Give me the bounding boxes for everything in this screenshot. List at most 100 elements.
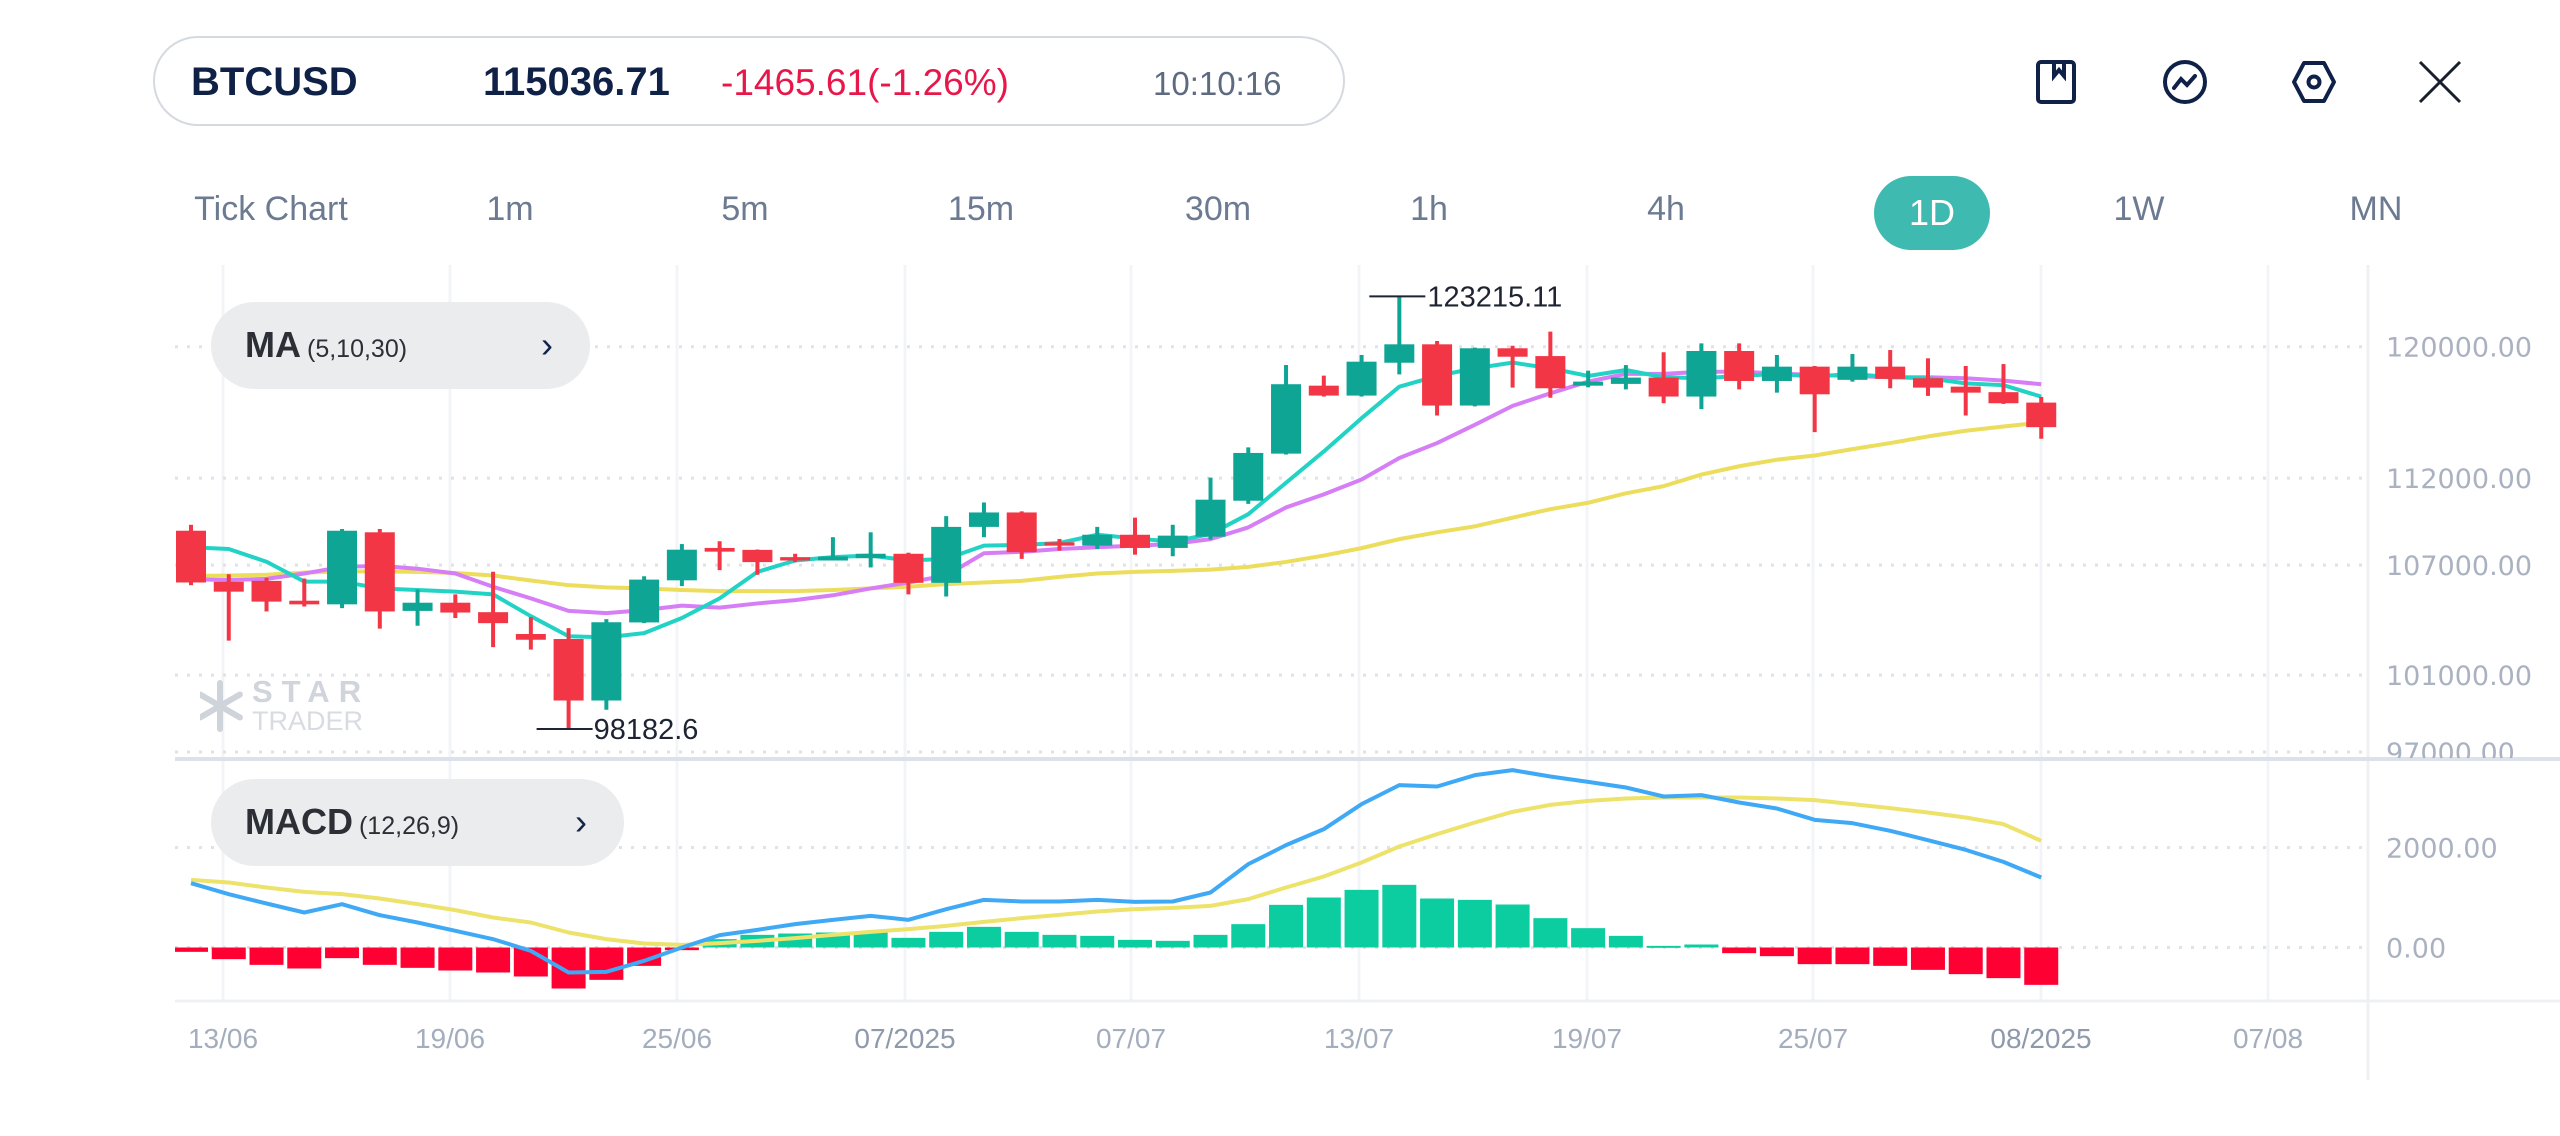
watermark-star: STAR: [252, 674, 371, 709]
candle: [1120, 517, 1150, 555]
last-price: 115036.71: [483, 60, 670, 104]
candle-body: [402, 602, 433, 611]
candle-body: [1195, 499, 1226, 537]
macd-panel: [175, 768, 2059, 989]
macd-histogram-bar: [362, 947, 397, 965]
candle-body: [213, 581, 244, 592]
candle: [968, 502, 999, 538]
candle-body: [931, 526, 962, 583]
candle-body: [1233, 452, 1264, 501]
candle-body: [1384, 344, 1415, 363]
settings-hex-icon[interactable]: [2290, 58, 2338, 106]
candle-body: [2026, 402, 2057, 428]
candle: [402, 589, 433, 626]
macd-histogram-bar: [1344, 889, 1379, 948]
indicator-chart-icon[interactable]: [2161, 58, 2209, 106]
candle: [2026, 396, 2057, 439]
candle: [780, 553, 811, 563]
tab-5m[interactable]: 5m: [721, 190, 769, 228]
close-icon[interactable]: [2416, 58, 2464, 106]
candle: [1686, 343, 1717, 410]
bookmark-icon[interactable]: [2032, 58, 2080, 106]
tab-30m[interactable]: 30m: [1184, 190, 1252, 228]
candle: [515, 617, 546, 650]
candle: [1573, 370, 1604, 388]
ma5-line: [190, 360, 2042, 640]
tab-tick-chart[interactable]: Tick Chart: [194, 190, 348, 228]
macd-indicator-button[interactable]: MACD (12,26,9) ›: [211, 779, 624, 866]
high-annotation: 123215.11: [1369, 281, 1562, 313]
time-tick-label: 19/07: [1552, 1023, 1622, 1054]
macd-histogram-bar: [1797, 947, 1832, 965]
candle-body: [1120, 534, 1150, 548]
tab-1w[interactable]: 1W: [2113, 190, 2165, 228]
tab-mn[interactable]: MN: [2349, 190, 2403, 228]
candle-body: [1875, 366, 1906, 379]
candle: [817, 537, 848, 561]
macd-dif-line: [190, 768, 2043, 975]
candle: [1308, 375, 1339, 397]
candle-body: [289, 600, 320, 605]
candle-body: [591, 622, 622, 701]
tab-4h[interactable]: 4h: [1647, 190, 1685, 228]
candle: [251, 577, 282, 612]
candle: [1006, 511, 1037, 559]
macd-histogram-bar: [175, 947, 208, 952]
ma-indicator-button[interactable]: MA (5,10,30) ›: [211, 302, 590, 389]
macd-histogram-bar: [1080, 935, 1115, 948]
price-axis: 120000.00 112000.00 107000.00 101000.00 9700…: [2386, 333, 2532, 769]
candle-body: [176, 530, 206, 583]
candle-body: [1346, 361, 1377, 396]
candle: [1044, 538, 1075, 551]
tab-1h[interactable]: 1h: [1410, 190, 1448, 228]
candle: [553, 628, 584, 729]
macd-histogram-bar: [1608, 935, 1643, 948]
candle-body: [1157, 535, 1188, 548]
candle: [742, 549, 773, 575]
candle-body: [251, 580, 282, 602]
chevron-right-icon: ›: [575, 801, 587, 842]
candle-body: [742, 549, 773, 563]
candle-body: [855, 553, 886, 559]
candle-body: [478, 612, 509, 624]
macd-histogram-bar: [1004, 931, 1039, 948]
macd-histogram-bar: [1495, 904, 1530, 948]
ma-params: (5,10,30): [307, 335, 408, 363]
tab-1d[interactable]: 1D: [1874, 176, 1990, 250]
tab-15m[interactable]: 15m: [947, 190, 1015, 228]
low-label: 98182.6: [594, 714, 699, 746]
candle: [855, 532, 886, 568]
macd-histogram-bar: [891, 937, 926, 948]
time-tick-label: 07/07: [1096, 1023, 1166, 1054]
ma30-line: [190, 420, 2042, 594]
candle-body: [1082, 534, 1113, 546]
macd-params: (12,26,9): [358, 812, 460, 840]
macd-histogram-bar: [325, 947, 360, 959]
macd-tick-label: 2000.00: [2386, 834, 2498, 865]
macd-tick-label: 0.00: [2386, 934, 2446, 965]
candle-body: [1912, 378, 1943, 388]
macd-histogram-bar: [1231, 924, 1266, 948]
macd-histogram-bar: [249, 947, 284, 965]
tab-1m[interactable]: 1m: [486, 190, 534, 228]
clock-time: 10:10:16: [1153, 65, 1282, 102]
macd-histogram-bar: [966, 926, 1001, 948]
macd-histogram-bar: [1306, 897, 1341, 948]
candle: [1837, 354, 1868, 382]
macd-histogram-bar: [1759, 947, 1794, 957]
candle: [1724, 343, 1755, 390]
chevron-right-icon: ›: [541, 324, 553, 365]
candle: [1384, 296, 1415, 375]
candle: [629, 576, 660, 624]
macd-histogram-bar: [1533, 918, 1568, 948]
candle: [1157, 524, 1188, 557]
price-tick-label: 101000.00: [2386, 661, 2532, 692]
macd-histogram-bar: [551, 947, 586, 989]
candle-body: [1271, 384, 1302, 454]
candle-body: [1044, 542, 1075, 546]
candle-body: [817, 556, 848, 561]
candle-body: [893, 553, 924, 583]
candle: [478, 571, 509, 648]
price-tick-label: 97000.00: [2386, 738, 2515, 769]
